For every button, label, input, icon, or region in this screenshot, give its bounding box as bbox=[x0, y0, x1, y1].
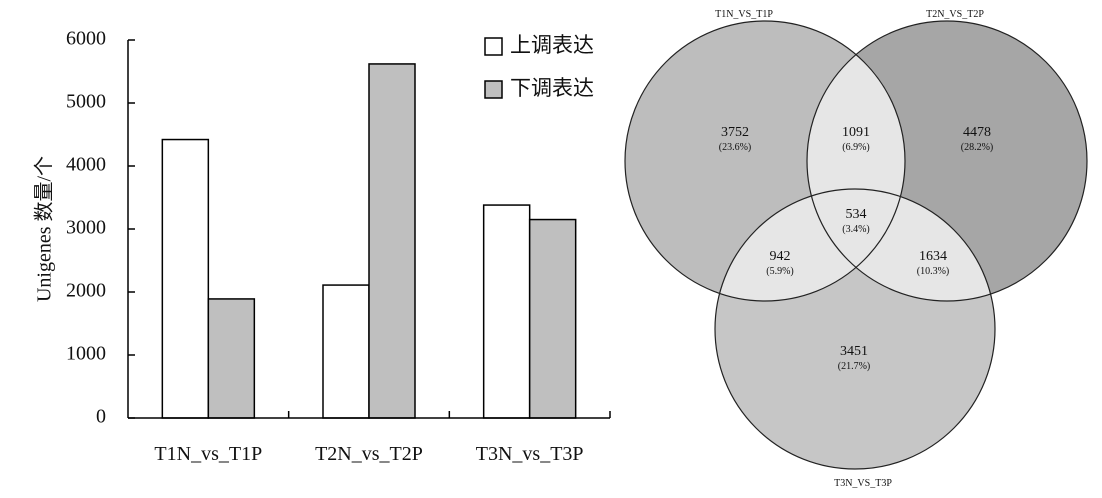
venn-region-percent: (28.2%) bbox=[961, 142, 994, 153]
bar bbox=[322, 284, 370, 419]
bar-chart: 0 1000 2000 3000 4000 5000 6000 T1N_vs_T1P T2N_… bbox=[33, 28, 611, 465]
bar bbox=[528, 218, 577, 419]
legend-swatch bbox=[484, 37, 503, 56]
venn-region-count: 1634 bbox=[919, 249, 947, 264]
y-tick-label: 2000 bbox=[66, 280, 106, 302]
venn-region-count: 3451 bbox=[840, 344, 868, 359]
venn-set-label: T1N_VS_T1P bbox=[715, 9, 773, 20]
venn-diagram: T1N_VS_T1P T2N_VS_T2P T3N_VS_T3P 3752 (23.6%… bbox=[624, 9, 1088, 489]
y-tick-label: 0 bbox=[96, 406, 106, 428]
x-tick-group: T1N_vs_T1P T2N_vs_T2P T3N_vs_T3P bbox=[154, 411, 611, 465]
venn-region-percent: (21.7%) bbox=[838, 361, 871, 372]
venn-region-percent: (23.6%) bbox=[719, 142, 752, 153]
y-tick-label: 4000 bbox=[66, 154, 106, 176]
venn-set-label: T2N_VS_T2P bbox=[926, 9, 984, 20]
y-axis-label: Unigenes 数量/个 bbox=[33, 156, 56, 302]
bar-series-group bbox=[161, 63, 577, 419]
y-tick-label: 3000 bbox=[66, 217, 106, 239]
bar bbox=[368, 63, 416, 419]
y-tick-label: 1000 bbox=[66, 343, 106, 365]
venn-region-count: 534 bbox=[846, 207, 867, 222]
x-tick-label: T2N_vs_T2P bbox=[315, 443, 423, 465]
venn-region-count: 1091 bbox=[842, 125, 870, 140]
y-tick-label: 6000 bbox=[66, 28, 106, 50]
bar bbox=[482, 204, 531, 419]
x-tick-label: T3N_vs_T3P bbox=[476, 443, 584, 465]
x-tick-label: T1N_vs_T1P bbox=[154, 443, 262, 465]
venn-region-percent: (6.9%) bbox=[842, 142, 870, 153]
venn-circle-outline bbox=[714, 188, 996, 470]
venn-region-count: 4478 bbox=[963, 125, 991, 140]
venn-region-percent: (10.3%) bbox=[917, 266, 950, 277]
y-tick-group: 0 1000 2000 3000 4000 5000 6000 bbox=[66, 28, 135, 428]
venn-region-count: 3752 bbox=[721, 125, 749, 140]
legend-label: 下调表达 bbox=[510, 76, 594, 100]
venn-overlap-fill bbox=[715, 189, 905, 301]
y-tick-label: 5000 bbox=[66, 91, 106, 113]
bar bbox=[161, 138, 210, 419]
legend-swatch bbox=[484, 80, 503, 99]
bar bbox=[207, 298, 256, 419]
venn-region-percent: (5.9%) bbox=[766, 266, 794, 277]
venn-circle-outline bbox=[624, 20, 906, 302]
legend-label: 上调表达 bbox=[510, 33, 594, 57]
venn-overlap-fill bbox=[807, 189, 995, 301]
venn-overlap bbox=[715, 189, 905, 301]
venn-circle-outline bbox=[806, 20, 1088, 302]
venn-region-percent: (3.4%) bbox=[842, 224, 870, 235]
venn-set-label: T3N_VS_T3P bbox=[834, 478, 892, 489]
venn-overlap bbox=[807, 189, 995, 301]
venn-region-count: 942 bbox=[770, 249, 791, 264]
